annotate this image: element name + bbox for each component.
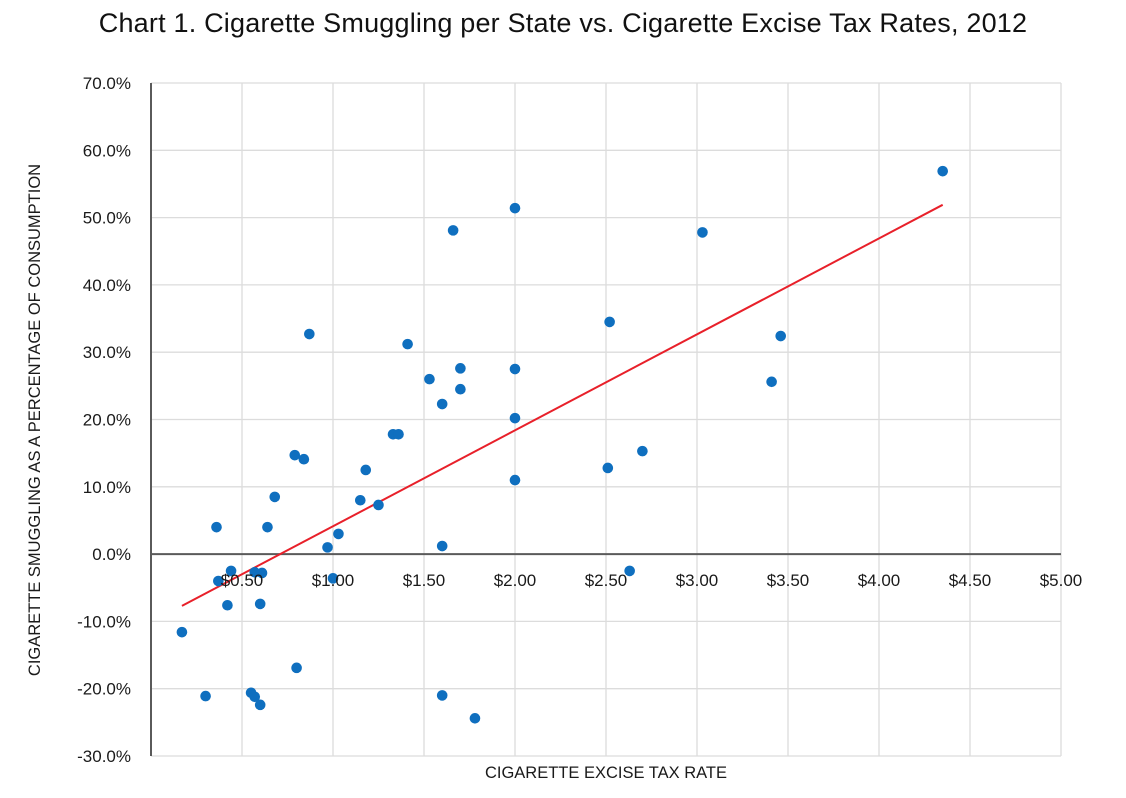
data-point xyxy=(455,383,466,395)
data-point xyxy=(937,165,948,177)
y-tick-label: 40.0% xyxy=(83,276,131,295)
trendline-layer xyxy=(181,203,944,607)
data-point xyxy=(509,412,521,424)
data-point xyxy=(436,540,448,552)
data-point xyxy=(436,398,448,410)
data-point xyxy=(333,528,344,540)
data-point xyxy=(289,449,301,461)
data-point xyxy=(327,573,339,584)
y-tick-label: 70.0% xyxy=(83,74,131,93)
axes xyxy=(150,83,1061,756)
x-tick-label: $1.50 xyxy=(403,571,446,590)
data-point xyxy=(509,474,521,486)
x-tick-label: $3.50 xyxy=(767,571,810,590)
data-point xyxy=(775,330,787,342)
data-point xyxy=(200,690,211,702)
y-tick-label: 60.0% xyxy=(83,141,131,160)
y-tick-label: -10.0% xyxy=(77,612,131,631)
y-axis-title: CIGARETTE SMUGGLING AS A PERCENTAGE OF C… xyxy=(26,164,44,676)
data-point xyxy=(213,575,224,587)
data-point xyxy=(402,338,413,350)
data-point xyxy=(256,567,268,579)
trendline xyxy=(181,203,944,607)
y-tick-label: 10.0% xyxy=(83,478,131,497)
x-tick-label: $4.00 xyxy=(858,571,901,590)
data-point xyxy=(624,565,635,577)
data-point xyxy=(373,499,384,511)
data-point xyxy=(509,202,521,214)
data-point xyxy=(766,376,777,388)
data-point xyxy=(393,429,404,440)
x-tick-label: $4.50 xyxy=(949,571,992,590)
x-axis-title: CIGARETTE EXCISE TAX RATE xyxy=(485,764,727,782)
data-point xyxy=(436,690,448,701)
data-point xyxy=(355,494,366,506)
x-tick-label: $2.00 xyxy=(494,571,537,590)
data-point xyxy=(211,521,222,533)
data-point xyxy=(254,699,266,711)
data-point xyxy=(455,363,466,374)
chart-title: Chart 1. Cigarette Smuggling per State v… xyxy=(98,8,1028,38)
y-tick-label: 0.0% xyxy=(92,545,131,564)
data-points xyxy=(176,165,948,724)
data-point xyxy=(304,328,315,340)
data-point xyxy=(249,691,261,703)
y-tick-label: 50.0% xyxy=(83,209,131,228)
data-point xyxy=(697,227,708,238)
data-point xyxy=(602,462,614,474)
data-point xyxy=(604,316,615,328)
data-point xyxy=(225,565,237,577)
data-point xyxy=(222,599,233,611)
y-tick-label: -30.0% xyxy=(77,747,131,766)
y-tick-labels: 70.0% 60.0% 50.0% 40.0% 30.0% 20.0% 10.0% 0.0% -… xyxy=(77,74,131,766)
y-tick-label: 30.0% xyxy=(83,343,131,362)
data-point xyxy=(262,521,273,533)
data-point xyxy=(269,491,281,503)
data-point xyxy=(447,225,459,236)
data-point xyxy=(469,713,481,724)
data-point xyxy=(254,598,266,610)
data-point xyxy=(424,373,435,385)
data-point xyxy=(509,363,521,375)
gridlines xyxy=(151,82,1062,757)
data-point xyxy=(637,445,648,457)
x-tick-label: $3.00 xyxy=(676,571,719,590)
x-tick-label: $5.00 xyxy=(1040,571,1083,590)
x-tick-labels: $0.50 $1.00 $1.50 $2.00 $2.50 $3.00 $3.50 $4.00… xyxy=(221,571,1083,590)
x-tick-label: $2.50 xyxy=(585,571,628,590)
y-tick-label: -20.0% xyxy=(77,680,131,699)
data-point xyxy=(291,662,302,674)
data-point xyxy=(360,464,372,476)
data-point xyxy=(176,626,188,638)
x-tick-label: $1.00 xyxy=(312,571,355,590)
data-point xyxy=(322,542,333,553)
x-tick-label: $0.50 xyxy=(221,571,264,590)
data-point xyxy=(298,453,310,465)
y-tick-label: 20.0% xyxy=(83,411,131,430)
